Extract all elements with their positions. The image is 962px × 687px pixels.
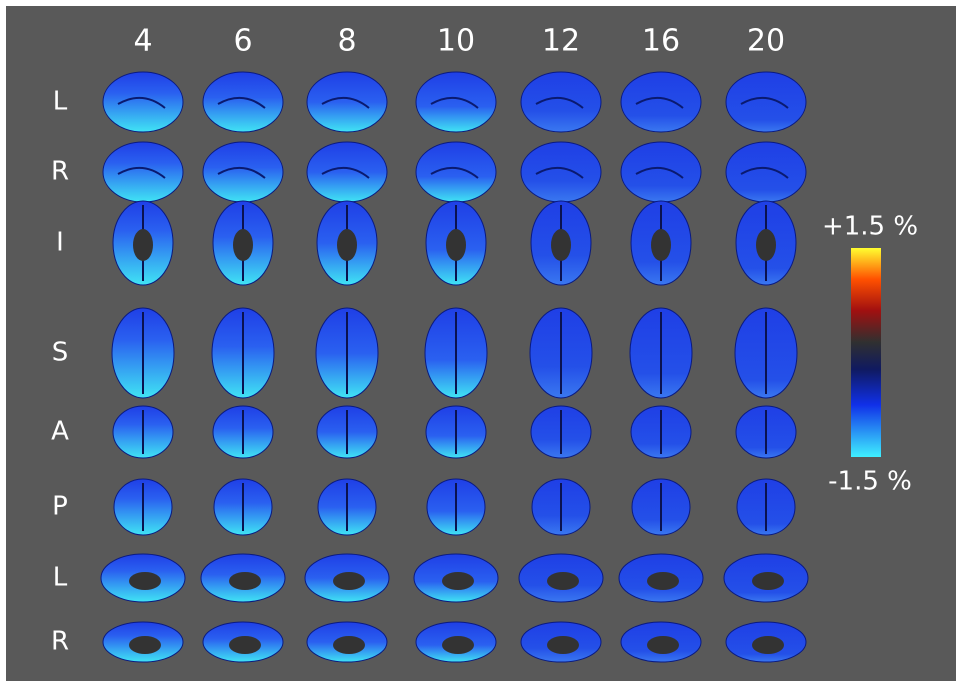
brain — [621, 72, 701, 132]
corpus-callosum — [129, 636, 161, 654]
corpus-callosum — [229, 572, 261, 590]
figure: +1.5 % -1.5 % 4 6 8 10 12 16 20 L R I S A P L R — [0, 0, 962, 687]
corpus-callosum — [752, 572, 784, 590]
brain — [203, 72, 283, 132]
corpus-callosum — [442, 572, 474, 590]
row-label: S — [52, 338, 69, 368]
column-label: 12 — [542, 24, 580, 59]
brain — [103, 142, 183, 202]
brain — [203, 142, 283, 202]
row-label: A — [51, 417, 69, 447]
brainstem — [133, 229, 153, 261]
row-label: R — [51, 627, 69, 657]
row-label: R — [51, 157, 69, 187]
corpus-callosum — [547, 636, 579, 654]
brain — [307, 72, 387, 132]
corpus-callosum — [547, 572, 579, 590]
row-label: L — [53, 563, 68, 593]
corpus-callosum — [333, 572, 365, 590]
column-label: 10 — [437, 24, 475, 59]
brainstem — [233, 229, 253, 261]
brain — [726, 142, 806, 202]
row-label: P — [52, 492, 68, 522]
brain — [416, 72, 496, 132]
brain — [103, 72, 183, 132]
brainstem — [651, 229, 671, 261]
brain — [416, 142, 496, 202]
column-label: 6 — [233, 24, 252, 59]
corpus-callosum — [229, 636, 261, 654]
colorbar-max-label: +1.5 % — [822, 212, 918, 242]
colorbar — [851, 248, 881, 457]
corpus-callosum — [647, 572, 679, 590]
brainstem — [337, 229, 357, 261]
corpus-callosum — [333, 636, 365, 654]
row-label: L — [53, 87, 68, 117]
colorbar-min-label: -1.5 % — [828, 467, 912, 497]
column-label: 4 — [133, 24, 152, 59]
corpus-callosum — [647, 636, 679, 654]
column-label: 16 — [642, 24, 680, 59]
column-label: 8 — [337, 24, 356, 59]
brainstem — [551, 229, 571, 261]
brain — [521, 142, 601, 202]
brain — [726, 72, 806, 132]
brainstem — [756, 229, 776, 261]
row-label: I — [56, 228, 64, 258]
brain — [621, 142, 701, 202]
brainstem — [446, 229, 466, 261]
corpus-callosum — [442, 636, 474, 654]
column-label: 20 — [747, 24, 785, 59]
brain — [521, 72, 601, 132]
corpus-callosum — [129, 572, 161, 590]
corpus-callosum — [752, 636, 784, 654]
brain — [307, 142, 387, 202]
